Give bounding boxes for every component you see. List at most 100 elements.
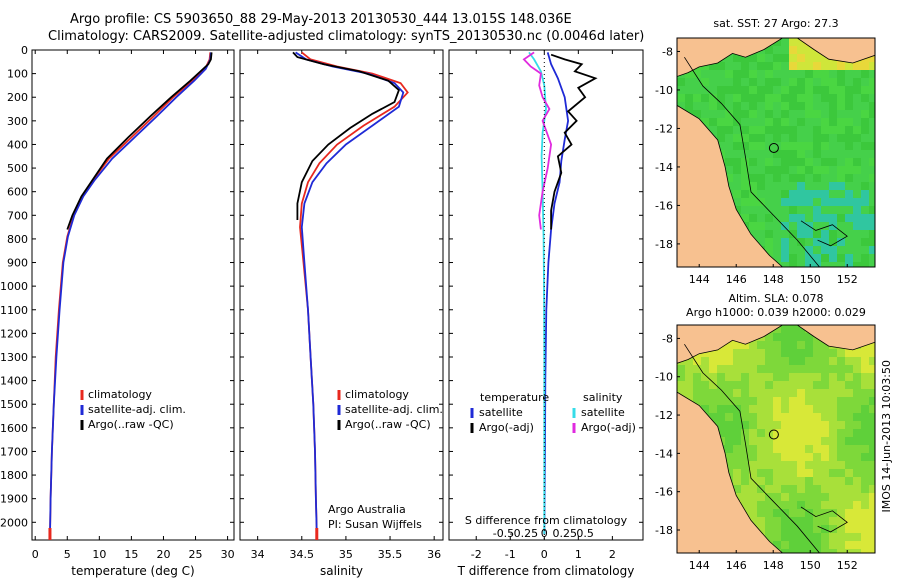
map-cell — [861, 254, 869, 262]
map-cell — [717, 381, 725, 389]
map-cell — [845, 206, 853, 214]
map-cell — [805, 214, 813, 222]
map-cell — [821, 541, 829, 549]
map-cell — [853, 110, 861, 118]
map-cell — [805, 517, 813, 525]
map-cell — [733, 405, 741, 413]
y-tick-label: 1700 — [0, 445, 28, 458]
map-cell — [869, 230, 875, 238]
map-cell — [749, 349, 757, 357]
map-cell — [765, 509, 773, 517]
x-tick-label: 0 — [32, 548, 39, 561]
map-cell — [773, 126, 781, 134]
map-cell — [805, 262, 813, 267]
legend-label: Argo(-adj) — [581, 421, 636, 434]
map-cell — [773, 238, 781, 246]
map-cell — [693, 102, 701, 110]
map-cell — [741, 166, 749, 174]
map-cell — [773, 357, 781, 365]
map-cell — [781, 445, 789, 453]
map-cell — [829, 485, 837, 493]
map-cell — [861, 525, 869, 533]
chart-panel-salinity: 34 34.5 35 35.5 36 salinity climatology satelli… — [239, 49, 444, 578]
map-cell — [773, 421, 781, 429]
map-cell — [861, 134, 869, 142]
x-tick-label: 30 — [221, 548, 235, 561]
map-cell — [805, 238, 813, 246]
map-cell — [797, 118, 805, 126]
map-cell — [797, 405, 805, 413]
map-cell — [805, 94, 813, 102]
map-cell — [757, 341, 765, 349]
map-cell — [709, 70, 717, 78]
y-tick-label: 600 — [7, 186, 28, 199]
map-cell — [861, 198, 869, 206]
map-cell — [685, 373, 693, 381]
map-cell — [797, 38, 805, 46]
map-cell — [797, 485, 805, 493]
map-cell — [773, 150, 781, 158]
map-cell — [773, 541, 781, 549]
map-cell — [797, 222, 805, 230]
map-cell — [717, 421, 725, 429]
map-cell — [813, 429, 821, 437]
map-cell — [829, 70, 837, 78]
map-cell — [869, 94, 875, 102]
legend-label: Argo(-adj) — [479, 421, 534, 434]
map-cell — [757, 421, 765, 429]
map-cell — [749, 341, 757, 349]
map-cell — [741, 198, 749, 206]
map-cell — [765, 469, 773, 477]
map-cell — [837, 413, 845, 421]
map-cell — [781, 262, 789, 267]
legend-label: satellite — [479, 406, 523, 419]
map-cell — [789, 541, 797, 549]
map-cell — [829, 134, 837, 142]
map-cell — [757, 110, 765, 118]
map-cell — [733, 190, 741, 198]
map-cell — [861, 238, 869, 246]
map-cell — [749, 54, 757, 62]
map-cell — [773, 62, 781, 70]
map-cell — [789, 174, 797, 182]
map-cell — [829, 158, 837, 166]
map-cell — [765, 405, 773, 413]
map-cell — [741, 373, 749, 381]
map-cell — [805, 198, 813, 206]
map-cell — [797, 469, 805, 477]
map-cell — [749, 206, 757, 214]
map-cell — [741, 357, 749, 365]
map-cell — [741, 381, 749, 389]
map-cell — [853, 469, 861, 477]
sst-map: 144 146 148 150 152 -8 -10 -12 -14 -16 -18 sat. SST… — [655, 17, 876, 286]
map-cell — [765, 525, 773, 533]
map-cell — [837, 150, 845, 158]
map-cell — [837, 70, 845, 78]
map-cell — [717, 134, 725, 142]
map-cell — [725, 54, 733, 62]
map-cell — [813, 118, 821, 126]
map-cell — [677, 389, 685, 397]
map-cell — [829, 549, 837, 553]
map-cell — [725, 429, 733, 437]
x-tick-label: 35 — [339, 548, 353, 561]
map-cell — [741, 461, 749, 469]
land-mass — [677, 104, 784, 267]
plot-frame — [31, 49, 235, 541]
map-title: sat. SST: 27 Argo: 27.3 — [713, 17, 838, 30]
map-cell — [845, 357, 853, 365]
map-cell — [757, 469, 765, 477]
map-cell — [853, 525, 861, 533]
map-cell — [733, 70, 741, 78]
land-mass — [677, 391, 784, 553]
map-cell — [837, 437, 845, 445]
map-cell — [829, 509, 837, 517]
map-cell — [821, 230, 829, 238]
map-cell — [805, 341, 813, 349]
map-cell — [845, 541, 853, 549]
map-cell — [837, 453, 845, 461]
map-cell — [813, 357, 821, 365]
map-cell — [845, 166, 853, 174]
map-cell — [805, 525, 813, 533]
x-tick-label: 35.5 — [378, 548, 403, 561]
